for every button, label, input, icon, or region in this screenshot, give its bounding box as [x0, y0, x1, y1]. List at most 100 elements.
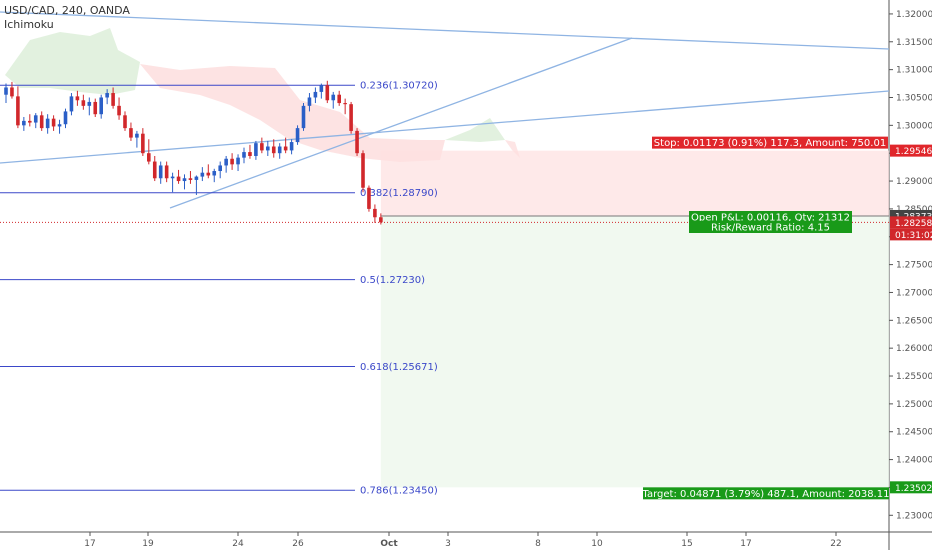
cloud-bullish — [5, 28, 140, 95]
candle-body — [16, 96, 20, 126]
candle-body — [129, 128, 133, 138]
candlestick-series[interactable] — [4, 80, 383, 225]
candle-28 — [170, 172, 175, 193]
candle-58 — [349, 101, 353, 134]
candle-body — [99, 97, 103, 115]
candle-53 — [319, 83, 324, 99]
fibonacci-retracement[interactable]: 0.236(1.30720) 0.382(1.28790) 0.5(1.27230)… — [0, 81, 438, 497]
candle-8 — [51, 115, 56, 131]
candle-50 — [301, 103, 306, 131]
candle-body — [266, 146, 270, 151]
candle-13 — [81, 94, 86, 110]
candle-35 — [212, 168, 217, 183]
candle-54 — [325, 80, 330, 104]
time-tick-8: 15 — [681, 539, 692, 549]
candle-body — [4, 87, 8, 95]
trend-lines[interactable] — [0, 11, 890, 209]
candle-body — [176, 176, 181, 182]
price-tick-3: 1.30500 — [896, 93, 932, 103]
candle-20 — [123, 111, 127, 131]
candle-36 — [218, 161, 222, 179]
stop-label-bg — [652, 136, 888, 149]
time-tick-5: 3 — [445, 539, 451, 549]
price-tick-4: 1.30000 — [896, 121, 932, 131]
time-axis[interactable]: 17 19 24 26 Oct 3 8 10 15 17 22 — [84, 532, 842, 549]
open-pnl-label: Open P&L: 0.00116, Qty: 21312 — [691, 213, 850, 224]
candle-body — [289, 142, 294, 151]
stop-label: Stop: 0.01173 (0.91%) 117.3, Amount: 750… — [654, 138, 886, 149]
candle-38 — [230, 153, 234, 170]
candle-body — [260, 143, 264, 151]
candle-49 — [295, 125, 300, 145]
price-tick-14: 1.25000 — [896, 400, 932, 410]
candle-body — [75, 96, 80, 101]
candle-22 — [135, 130, 139, 148]
target-label-bg — [643, 487, 889, 500]
candle-17 — [105, 89, 109, 105]
candle-63 — [379, 213, 383, 225]
price-axis[interactable]: 1.32000 1.31500 1.31000 1.30500 1.30000 1.295… — [889, 10, 932, 521]
time-tick-2: 24 — [232, 539, 244, 549]
trend-line-3 — [169, 37, 633, 209]
candle-body — [22, 120, 26, 126]
candle-body — [164, 165, 169, 179]
price-tag-timer-bg — [890, 228, 932, 241]
candle-23 — [141, 128, 145, 156]
candle-body — [141, 133, 145, 154]
price-tick-1: 1.31500 — [896, 38, 932, 48]
candle-39 — [236, 154, 240, 172]
time-tick-10: 22 — [830, 539, 841, 549]
candle-body — [117, 105, 121, 116]
candle-body — [367, 187, 371, 209]
candle-body — [158, 165, 163, 179]
risk-reward-label: Risk/Reward Ratio: 4.15 — [711, 223, 830, 234]
candle-48 — [289, 139, 294, 155]
candle-34 — [206, 164, 211, 179]
candle-body — [283, 146, 288, 151]
target-label: Target: 0.04871 (3.79%) 487.1, Amount: 2… — [642, 489, 890, 500]
candle-43 — [260, 137, 264, 154]
candle-19 — [117, 97, 121, 120]
candle-body — [254, 143, 258, 156]
candle-body — [45, 118, 50, 129]
candle-45 — [271, 139, 276, 158]
trend-line-2 — [0, 90, 890, 164]
axis-background — [889, 0, 932, 550]
candle-body — [206, 172, 211, 176]
candle-body — [87, 101, 92, 106]
candle-30 — [182, 174, 187, 190]
fib-label-0: 0.236(1.30720) — [360, 81, 438, 92]
candle-body — [248, 152, 252, 156]
candle-25 — [152, 155, 157, 182]
candle-body — [212, 171, 217, 176]
candle-59 — [355, 128, 359, 156]
candle-body — [69, 96, 74, 112]
candle-12 — [75, 90, 80, 106]
candle-body — [325, 85, 330, 101]
candle-9 — [57, 119, 62, 134]
candle-57 — [343, 98, 347, 115]
candle-body — [147, 153, 151, 162]
price-tick-0: 1.32000 — [896, 10, 932, 20]
price-tick-9: 1.27500 — [896, 261, 932, 271]
candle-body — [111, 93, 115, 106]
candle-body — [57, 124, 62, 127]
candle-27 — [164, 161, 169, 183]
indicator-title: Ichimoku — [4, 18, 54, 31]
candle-body — [170, 176, 175, 179]
ichimoku-cloud — [5, 28, 520, 162]
price-tick-6: 1.29000 — [896, 177, 932, 187]
risk-reward-label-bg — [689, 221, 852, 233]
candle-body — [355, 130, 359, 154]
candle-body — [39, 115, 44, 129]
candle-body — [63, 111, 68, 125]
candle-5 — [33, 113, 38, 129]
price-tick-2: 1.31000 — [896, 66, 932, 76]
target-zone — [380, 215, 889, 488]
candle-body — [152, 161, 157, 179]
candle-60 — [361, 150, 365, 193]
candle-40 — [242, 147, 246, 164]
candle-body — [301, 105, 306, 129]
candle-0 — [4, 83, 8, 104]
